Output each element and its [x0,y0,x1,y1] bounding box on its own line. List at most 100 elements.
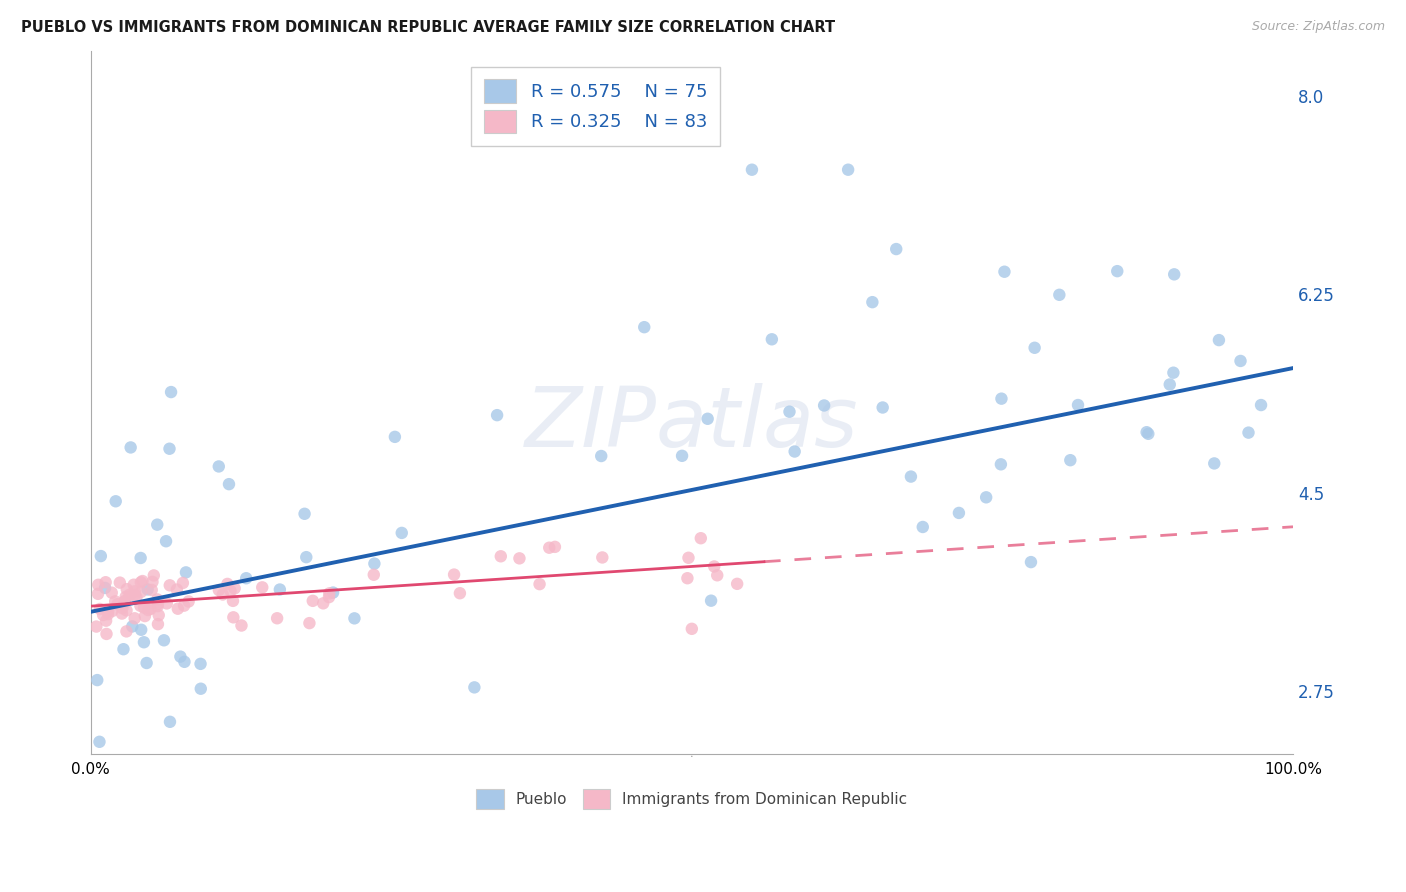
Point [384,430,406,444]
Point [363,557,385,571]
Point [884,242,907,256]
Point [121,619,143,633]
Point [1137,426,1160,441]
Point [190,681,212,696]
Point [1163,366,1185,380]
Point [1019,555,1042,569]
Point [231,618,253,632]
Point [115,582,138,596]
Point [538,541,561,555]
Point [129,585,152,599]
Point [134,609,156,624]
Text: ZIPatlas: ZIPatlas [524,383,859,464]
Point [136,582,159,597]
Point [141,574,163,589]
Point [141,582,163,597]
Point [124,584,146,599]
Point [124,611,146,625]
Point [678,550,700,565]
Point [343,611,366,625]
Point [486,408,509,422]
Point [235,571,257,585]
Point [676,571,699,585]
Point [166,601,188,615]
Point [222,594,245,608]
Point [591,550,613,565]
Point [111,607,134,621]
Point [174,566,197,580]
Point [132,635,155,649]
Point [142,568,165,582]
Point [1067,398,1090,412]
Point [136,603,159,617]
Point [993,265,1015,279]
Point [706,568,728,582]
Point [131,574,153,588]
Point [990,458,1012,472]
Point [129,551,152,566]
Point [94,614,117,628]
Point [489,549,512,564]
Point [696,411,718,425]
Point [1208,333,1230,347]
Point [115,603,138,617]
Point [101,604,124,618]
Point [318,590,340,604]
Point [990,392,1012,406]
Point [508,551,530,566]
Point [837,162,859,177]
Point [160,385,183,400]
Point [155,534,177,549]
Point [1229,354,1251,368]
Point [139,602,162,616]
Point [1250,398,1272,412]
Point [813,399,835,413]
Point [172,576,194,591]
Point [159,714,181,729]
Text: PUEBLO VS IMMIGRANTS FROM DOMINICAN REPUBLIC AVERAGE FAMILY SIZE CORRELATION CHA: PUEBLO VS IMMIGRANTS FROM DOMINICAN REPU… [21,20,835,35]
Point [1204,457,1226,471]
Point [449,586,471,600]
Point [146,517,169,532]
Point [1237,425,1260,440]
Point [1107,264,1129,278]
Point [153,633,176,648]
Point [1024,341,1046,355]
Point [1136,425,1159,440]
Point [125,591,148,605]
Point [252,580,274,594]
Point [224,582,246,596]
Point [94,581,117,595]
Point [633,320,655,334]
Point [97,607,120,622]
Point [90,549,112,563]
Point [544,540,567,554]
Point [363,567,385,582]
Point [591,449,613,463]
Point [97,604,120,618]
Point [122,578,145,592]
Point [129,575,152,590]
Point [107,597,129,611]
Point [741,162,763,177]
Point [89,735,111,749]
Point [91,607,114,622]
Point [118,588,141,602]
Point [100,585,122,599]
Point [148,608,170,623]
Point [159,578,181,592]
Point [173,599,195,613]
Point [301,594,323,608]
Point [135,656,157,670]
Point [124,588,146,602]
Point [322,585,344,599]
Point [1159,377,1181,392]
Point [689,531,711,545]
Point [120,441,142,455]
Point [129,599,152,613]
Point [703,559,725,574]
Point [86,673,108,687]
Point [218,477,240,491]
Legend: Pueblo, Immigrants from Dominican Republic: Pueblo, Immigrants from Dominican Republ… [468,781,915,816]
Point [1047,288,1070,302]
